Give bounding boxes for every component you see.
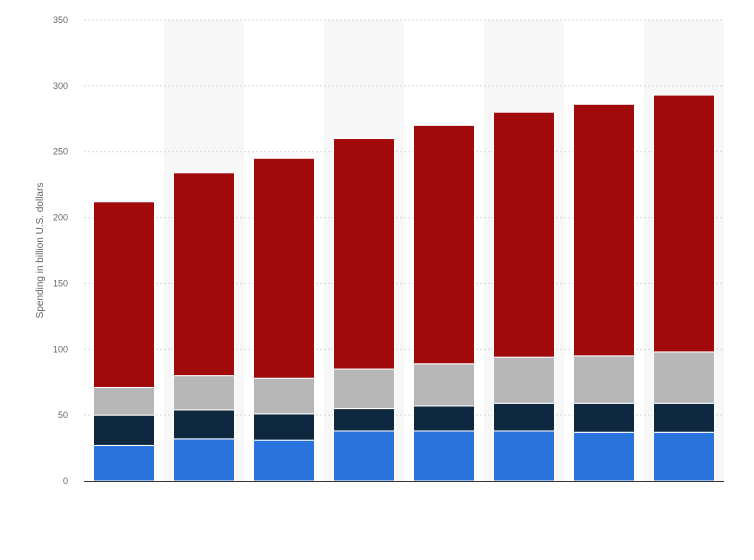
bar-segment-series-3 (333, 368, 395, 410)
y-tick-label: 200 (53, 213, 68, 223)
bar-segment-series-2 (253, 413, 315, 441)
bar-segment-series-2 (653, 402, 715, 433)
bar-segment-series-4 (253, 157, 315, 379)
bar-segment-series-1 (253, 439, 315, 482)
bar-segment-series-4 (653, 94, 715, 353)
y-tick-label: 0 (63, 476, 68, 486)
bar-segment-series-1 (413, 430, 475, 482)
bar-segment-series-4 (333, 138, 395, 370)
bar-segment-series-4 (93, 201, 155, 388)
bar-segment-series-1 (493, 430, 555, 482)
bar-segment-series-2 (173, 409, 235, 440)
bar-segment-series-4 (413, 124, 475, 365)
y-tick-label: 50 (58, 410, 68, 420)
bar-segment-series-3 (493, 356, 555, 404)
bars (93, 94, 715, 482)
y-tick-label: 350 (53, 15, 68, 25)
bar-segment-series-3 (653, 351, 715, 404)
y-tick-label: 300 (53, 81, 68, 91)
y-tick-label: 150 (53, 278, 68, 288)
y-tick-label: 250 (53, 147, 68, 157)
bar-segment-series-3 (93, 386, 155, 416)
y-axis-ticks: 0 50 100 150 200 250 300 350 (53, 15, 68, 486)
bar-segment-series-1 (573, 431, 635, 482)
y-tick-label: 100 (53, 344, 68, 354)
bar-segment-series-3 (253, 377, 315, 415)
bar-segment-series-1 (173, 438, 235, 482)
bar-segment-series-1 (653, 431, 715, 482)
y-axis-title: Spending in billion U.S. dollars (35, 183, 46, 319)
bar-segment-series-1 (93, 444, 155, 482)
bar-segment-series-3 (173, 375, 235, 411)
bar-segment-series-4 (493, 111, 555, 358)
bar-segment-series-4 (573, 103, 635, 357)
bar-segment-series-2 (93, 414, 155, 446)
bar-segment-series-3 (413, 363, 475, 407)
bar-segment-series-1 (333, 430, 395, 482)
bar-segment-series-2 (333, 408, 395, 432)
bar-segment-series-2 (493, 402, 555, 432)
bar-segment-series-2 (573, 402, 635, 433)
bar-segment-series-2 (413, 405, 475, 432)
bar-segment-series-4 (173, 172, 235, 377)
bar-segment-series-3 (573, 355, 635, 404)
